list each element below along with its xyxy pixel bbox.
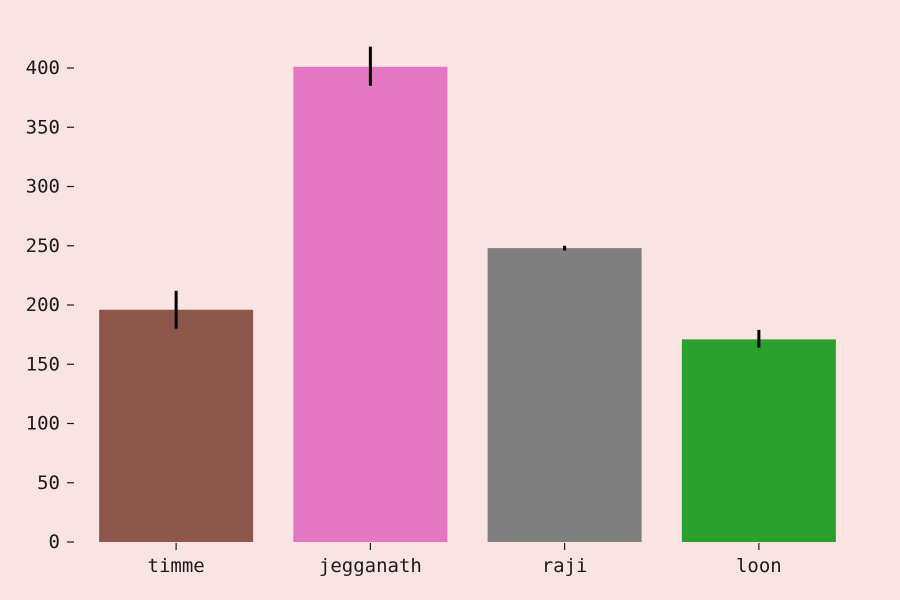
- y-tick-label-8: 400: [26, 57, 60, 79]
- x-tick-label-timme: timme: [148, 555, 205, 577]
- y-tick-label-3: 150: [26, 353, 60, 375]
- x-tick-label-jegganath: jegganath: [319, 555, 422, 577]
- bar-loon: [681, 339, 836, 542]
- bars: [99, 66, 836, 542]
- y-tick-label-2: 100: [26, 413, 60, 435]
- y-tick-label-7: 350: [26, 116, 60, 138]
- bar-raji: [487, 248, 642, 542]
- y-axis: 0 50 100 150 200 250 300 350 400: [26, 57, 74, 553]
- x-tick-label-loon: loon: [736, 555, 782, 577]
- error-bars: [174, 46, 761, 348]
- bar-timme: [99, 309, 254, 542]
- x-tick-label-raji: raji: [542, 555, 588, 577]
- y-tick-label-1: 50: [37, 472, 60, 494]
- y-tick-label-5: 250: [26, 235, 60, 257]
- y-tick-label-6: 300: [26, 176, 60, 198]
- y-tick-label-4: 200: [26, 294, 60, 316]
- x-axis: timme jegganath raji loon: [148, 543, 782, 577]
- bar-jegganath: [293, 66, 448, 542]
- y-tick-label-0: 0: [49, 531, 60, 553]
